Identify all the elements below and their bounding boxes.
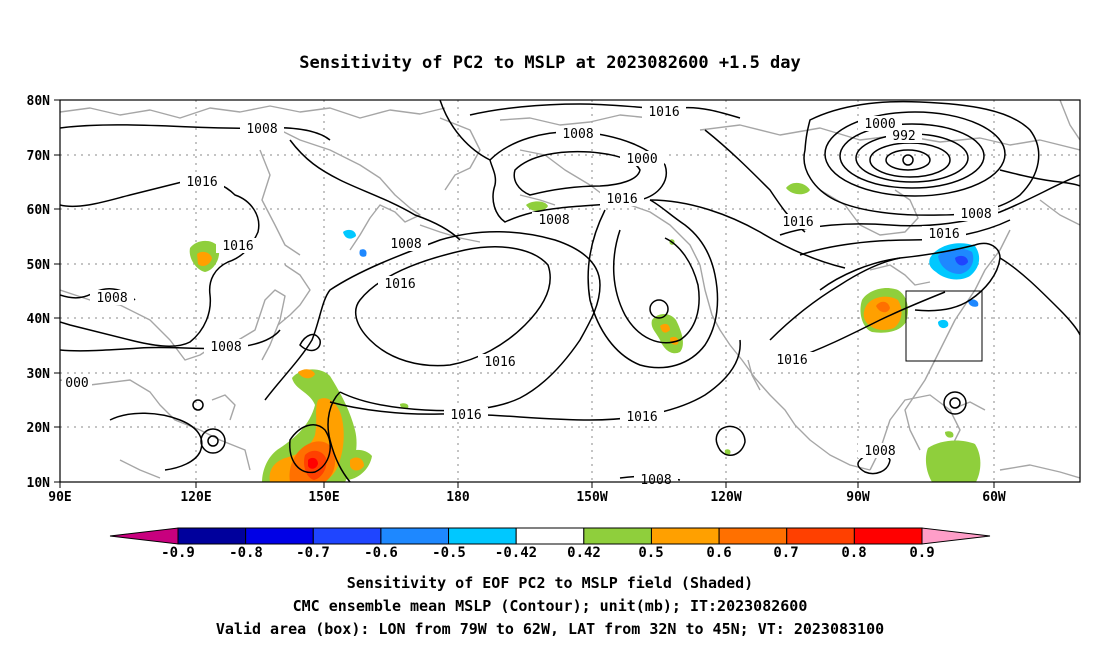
lat-tick-label: 70N xyxy=(27,149,51,164)
contour-label: 1016 xyxy=(384,277,415,292)
latitude-labels: 80N 70N 60N 50N 40N 30N 20N 10N xyxy=(27,94,51,491)
contour-label: 1016 xyxy=(484,355,515,370)
contour-label: 1008 xyxy=(960,207,991,222)
sensitivity-shading xyxy=(189,182,981,482)
colorbar-segment xyxy=(177,527,247,545)
colorbar-above-triangle xyxy=(921,527,991,545)
contour-label: 1016 xyxy=(222,239,253,254)
map-frame xyxy=(59,99,1081,483)
map-panel: 1008 1016 1016 1008 1008 000 1016 1008 1… xyxy=(27,94,1081,505)
lat-tick-label: 20N xyxy=(27,421,51,436)
caption-line-2: CMC ensemble mean MSLP (Contour); unit(m… xyxy=(293,597,808,615)
contour-label: 1008 xyxy=(96,291,127,306)
colorbar-segment xyxy=(786,527,855,545)
lat-tick-label: 80N xyxy=(27,94,51,109)
lat-tick-label: 10N xyxy=(27,476,51,491)
contour-label: 1000 xyxy=(626,152,657,167)
colorbar-label: 0.9 xyxy=(909,545,934,561)
longitude-labels: 90E 120E 150E 180 150W 120W 90W 60W xyxy=(48,490,1006,505)
lat-tick-label: 50N xyxy=(27,258,51,273)
coastlines xyxy=(60,100,1080,479)
lon-tick-label: 120W xyxy=(710,490,741,505)
colorbar-label: -0.6 xyxy=(364,545,398,561)
figure-title: Sensitivity of PC2 to MSLP at 2023082600… xyxy=(299,53,801,73)
caption-line-1: Sensitivity of EOF PC2 to MSLP field (Sh… xyxy=(347,574,753,592)
colorbar-label: 0.6 xyxy=(706,545,731,561)
colorbar-label: -0.7 xyxy=(296,545,330,561)
contour-label: 1008 xyxy=(390,237,421,252)
lat-tick-label: 40N xyxy=(27,312,51,327)
colorbar-label: 0.7 xyxy=(773,545,798,561)
contour-label: 1008 xyxy=(640,473,671,488)
contour-label: 1008 xyxy=(562,127,593,142)
colorbar: -0.9 -0.8 -0.7 -0.6 -0.5 -0.42 0.42 0.5 … xyxy=(109,527,991,561)
colorbar-label: -0.9 xyxy=(161,545,195,561)
lon-tick-label: 90E xyxy=(48,490,71,505)
lon-tick-label: 180 xyxy=(446,490,470,505)
colorbar-segment xyxy=(245,527,314,545)
colorbar-label: -0.42 xyxy=(495,545,537,561)
contour-label: 1016 xyxy=(626,410,657,425)
contour-label: 1016 xyxy=(606,192,637,207)
colorbar-segment xyxy=(583,527,652,545)
caption-line-3: Valid area (box): LON from 79W to 62W, L… xyxy=(216,620,884,638)
colorbar-segment xyxy=(380,527,450,545)
contour-label: 1008 xyxy=(210,340,241,355)
colorbar-label: 0.42 xyxy=(567,545,601,561)
colorbar-segment xyxy=(650,527,720,545)
colorbar-segment xyxy=(718,527,788,545)
contour-label: 1008 xyxy=(538,213,569,228)
figure-caption: Sensitivity of EOF PC2 to MSLP field (Sh… xyxy=(216,574,884,638)
contour-labels: 1008 1016 1016 1008 1008 000 1016 1008 1… xyxy=(62,104,998,488)
contour-label: 1008 xyxy=(246,122,277,137)
contour-label: 992 xyxy=(892,129,915,144)
lon-tick-label: 150W xyxy=(576,490,607,505)
lat-tick-label: 30N xyxy=(27,367,51,382)
lat-tick-label: 60N xyxy=(27,203,51,218)
lon-tick-label: 90W xyxy=(846,490,870,505)
contour-label: 1008 xyxy=(864,444,895,459)
colorbar-segment xyxy=(853,527,923,545)
contour-label: 000 xyxy=(65,376,88,391)
contour-label: 1016 xyxy=(648,105,679,120)
lon-tick-label: 120E xyxy=(180,490,211,505)
lon-tick-label: 150E xyxy=(308,490,339,505)
colorbar-label: 0.5 xyxy=(638,545,663,561)
colorbar-label: -0.5 xyxy=(432,545,466,561)
contour-label: 1016 xyxy=(782,215,813,230)
colorbar-segment xyxy=(448,527,517,545)
contour-label: 1016 xyxy=(450,408,481,423)
colorbar-segment xyxy=(312,527,382,545)
contour-label: 1016 xyxy=(928,227,959,242)
axis-ticks xyxy=(54,99,995,488)
contour-label: 1016 xyxy=(776,353,807,368)
colorbar-segment xyxy=(515,527,585,545)
colorbar-below-triangle xyxy=(109,527,179,545)
colorbar-label: 0.8 xyxy=(841,545,866,561)
colorbar-label: -0.8 xyxy=(229,545,263,561)
lon-tick-label: 60W xyxy=(982,490,1006,505)
valid-area-box xyxy=(905,290,983,362)
contour-label: 1016 xyxy=(186,175,217,190)
